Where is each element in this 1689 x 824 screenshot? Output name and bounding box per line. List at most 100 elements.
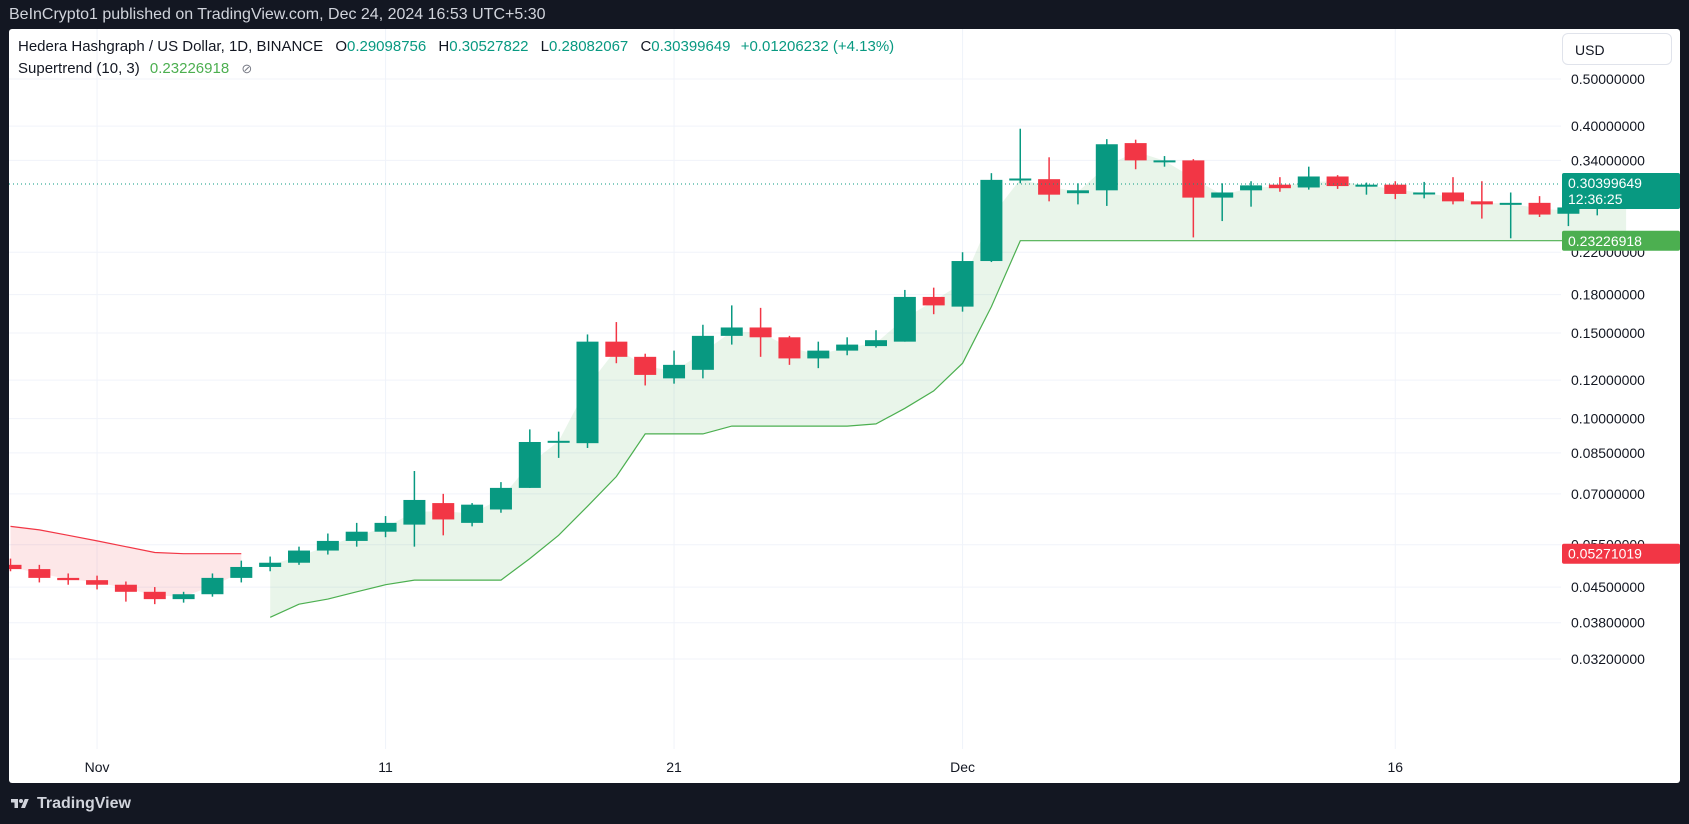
x-tick-label: Nov [85, 759, 110, 775]
candle-body [28, 569, 51, 578]
candle-body [634, 356, 657, 375]
candle-body [1413, 192, 1436, 195]
price-label-bg [1562, 543, 1680, 564]
low-value: 0.28082067 [549, 38, 629, 55]
y-tick-label: 0.15000000 [1571, 325, 1645, 341]
candle-body [172, 594, 195, 600]
price-label-value: 0.05271019 [1568, 546, 1642, 562]
y-tick-label: 0.03200000 [1571, 651, 1645, 667]
price-label-value: 0.23226918 [1568, 233, 1642, 249]
publish-info: BeInCrypto1 published on TradingView.com… [9, 6, 546, 23]
supertrend-down-line [10, 525, 242, 555]
candle-body [143, 591, 166, 600]
high-label: H [438, 38, 450, 55]
candle-body [922, 296, 945, 306]
x-tick-label: Dec [950, 759, 975, 775]
candle-body [1557, 207, 1580, 214]
candle-body [1095, 144, 1118, 191]
candle-body [691, 335, 714, 370]
y-tick-label: 0.34000000 [1571, 152, 1645, 168]
candle-body [720, 327, 743, 336]
candle-body [288, 550, 310, 563]
supertrend-lines [10, 240, 1627, 618]
candle-body [663, 364, 686, 379]
y-tick-label: 0.40000000 [1571, 118, 1645, 134]
candle-body [749, 327, 772, 338]
candle-body [865, 340, 887, 347]
candle-body [1268, 184, 1291, 189]
footer-brand[interactable]: TradingView [9, 792, 131, 816]
candle-body [1124, 143, 1147, 161]
currency-button[interactable]: USD [1562, 33, 1672, 65]
supertrend-up-line [269, 240, 1627, 618]
candle-body [1384, 184, 1407, 194]
open-value: 0.29098756 [346, 38, 427, 55]
candle-body [1326, 176, 1349, 187]
candle-body [951, 261, 974, 307]
candle-body [86, 580, 109, 585]
price-axis[interactable]: 0.500000000.400000000.340000000.22000000… [1571, 71, 1645, 667]
high-value: 0.30527822 [449, 38, 529, 55]
x-tick-label: 11 [378, 759, 393, 775]
y-tick-label: 0.18000000 [1571, 287, 1645, 303]
y-tick-label: 0.10000000 [1571, 411, 1645, 427]
candle-body [1528, 202, 1551, 215]
candle-body [114, 584, 137, 592]
candle-body [461, 504, 484, 523]
price-label-bg [1562, 230, 1680, 251]
candle-body [345, 531, 368, 541]
candle-body [259, 562, 282, 567]
indicator-name[interactable]: Supertrend (10, 3) [18, 60, 140, 77]
candle-body [1499, 202, 1522, 205]
candle-body [1009, 178, 1032, 181]
y-tick-label: 0.04500000 [1571, 579, 1645, 595]
indicator-value: 0.23226918 [149, 60, 230, 77]
candle-body [836, 344, 859, 351]
candle-body [893, 296, 916, 342]
candle-body [1211, 192, 1234, 198]
candle-body [201, 577, 224, 595]
x-tick-label: 16 [1388, 759, 1404, 775]
y-tick-label: 0.03800000 [1571, 615, 1645, 631]
low-label: L [540, 38, 550, 55]
eye-off-icon[interactable]: ⊘ [241, 61, 253, 76]
supertrend-fill [10, 151, 1627, 618]
time-axis[interactable]: Nov1121Dec162025 [85, 759, 1680, 775]
candle-body [1240, 185, 1263, 191]
price-label-countdown: 12:36:25 [1568, 191, 1623, 207]
candle-body [432, 503, 455, 520]
candle-body [778, 337, 801, 359]
candle-body [605, 341, 628, 357]
tradingview-logo-icon [11, 798, 29, 808]
candle-body [1355, 184, 1378, 187]
indicator-legend: Supertrend (10, 3) 0.23226918 ⊘ [18, 60, 252, 77]
candle-body [1442, 192, 1464, 202]
candle-body [1066, 190, 1089, 194]
candle-body [518, 441, 541, 488]
open-label: O [335, 38, 347, 55]
price-label-value: 0.30399649 [1568, 175, 1642, 191]
candle-body [807, 350, 830, 359]
candle-body [1153, 160, 1176, 163]
supertrend-up-area [270, 151, 1627, 618]
grid-lines [9, 29, 1561, 749]
footer-brand-label: TradingView [37, 795, 131, 812]
candle-body [576, 341, 599, 444]
candle-body [403, 499, 426, 525]
candle-body [1038, 179, 1061, 195]
candle-body [230, 566, 253, 578]
candle-body [374, 522, 397, 532]
x-tick-label: 21 [666, 759, 682, 775]
y-tick-label: 0.12000000 [1571, 372, 1645, 388]
candle-body [1182, 160, 1205, 198]
supertrend-down-area [10, 526, 242, 597]
candle-body [980, 179, 1003, 262]
y-tick-label: 0.08500000 [1571, 445, 1645, 461]
symbol-name[interactable]: Hedera Hashgraph / US Dollar, 1D, BINANC… [18, 38, 324, 55]
price-label-bg [1562, 172, 1680, 209]
price-chart[interactable]: 0.500000000.400000000.340000000.22000000… [9, 29, 1680, 783]
candle-body [1470, 201, 1493, 205]
chart-panel[interactable]: 0.50000000 0.40000000 0.34000000 0.22000000… [9, 29, 1680, 783]
close-label: C [640, 38, 652, 55]
